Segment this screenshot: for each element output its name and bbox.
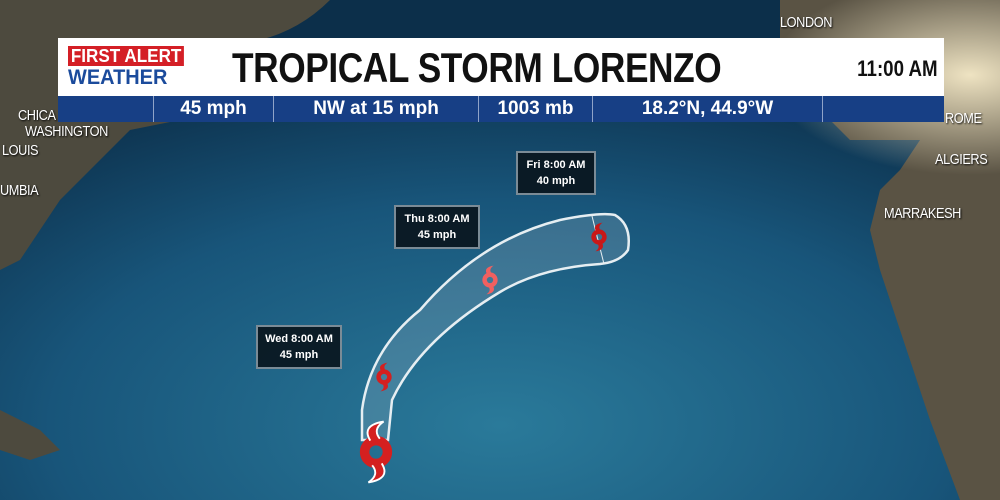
pressure: 1003 mb — [479, 96, 593, 122]
tropical-storm-icon — [485, 266, 496, 295]
city-label: UMBIA — [0, 182, 39, 199]
forecast-time: Fri 8:00 AM — [526, 159, 586, 171]
storm-title: TROPICAL STORM LORENZO — [232, 44, 722, 91]
max-wind: 45 mph — [154, 96, 274, 122]
city-label: WASHINGTON — [25, 123, 108, 140]
logo: FIRST ALERT WEATHER — [68, 46, 220, 89]
logo-line1: FIRST ALERT — [68, 46, 185, 66]
logo-line2: WEATHER — [68, 66, 168, 89]
tropical-storm-icon — [379, 363, 390, 392]
city-label: ALGIERS — [935, 151, 988, 168]
city-label: LOUIS — [2, 142, 39, 159]
city-label: CHICA — [18, 107, 56, 124]
city-label: ROME — [945, 110, 982, 127]
info-bar: 45 mph NW at 15 mph 1003 mb 18.2°N, 44.9… — [58, 96, 944, 122]
tropical-storm-icon — [594, 223, 605, 252]
forecast-wind: 40 mph — [536, 175, 576, 187]
forecast-time: Wed 8:00 AM — [265, 333, 333, 345]
position: 18.2°N, 44.9°W — [593, 96, 823, 122]
movement: NW at 15 mph — [274, 96, 479, 122]
city-label: MARRAKESH — [884, 205, 961, 222]
tropical-storm-icon-current — [365, 422, 388, 483]
forecast-label-thu: Thu 8:00 AM 45 mph — [394, 205, 480, 249]
forecast-wind: 45 mph — [279, 349, 319, 361]
city-label: LONDON — [780, 14, 833, 31]
forecast-label-wed: Wed 8:00 AM 45 mph — [256, 325, 342, 369]
forecast-time: Thu 8:00 AM — [404, 213, 470, 225]
advisory-time: 11:00 AM — [857, 56, 938, 81]
forecast-label-fri: Fri 8:00 AM 40 mph — [516, 151, 596, 195]
title-banner: FIRST ALERT WEATHER TROPICAL STORM LOREN… — [58, 38, 944, 96]
forecast-wind: 45 mph — [417, 229, 457, 241]
spacer — [58, 96, 154, 122]
forecast-cone — [360, 212, 630, 442]
